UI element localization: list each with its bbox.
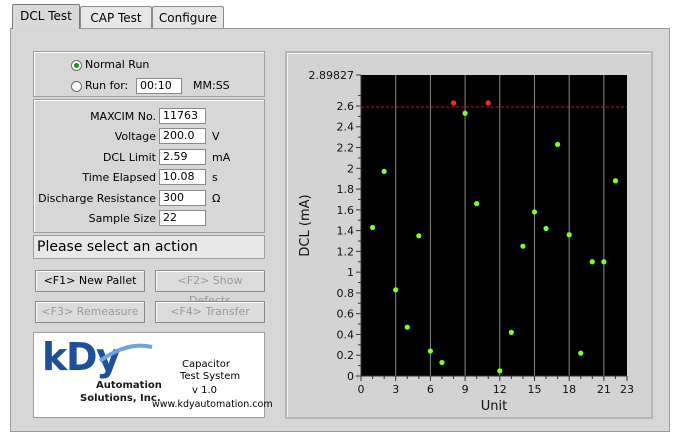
tab-label: DCL Test [20,9,72,23]
normal-run-radio[interactable] [71,60,82,71]
y-tick-label: 1.2 [337,245,355,258]
voltage-field[interactable]: 200.0 [159,128,206,144]
data-point [601,259,607,265]
version-text: v 1.0 [192,385,217,396]
y-tick-label: 2.6 [337,100,355,113]
time-elapsed-unit: s [212,171,218,184]
grid-lines [395,75,605,376]
y-tick-label: 1.8 [337,183,355,196]
logo-swoosh [98,343,153,363]
data-point [578,350,584,356]
discharge-resistance-label: Discharge Resistance [38,192,156,205]
run-for-unit: MM:SS [193,79,230,92]
tab-label: CAP Test [90,11,142,25]
data-point-fail [450,100,457,106]
maxcim-label: MAXCIM No. [90,110,156,123]
data-point [555,141,561,148]
logo-solutions-text: Solutions, Inc. [80,393,161,404]
y-tick-label: 0.2 [337,349,355,362]
data-point [462,110,468,116]
data-point [612,178,619,184]
data-point [543,225,549,232]
data-point [566,232,572,238]
x-tick-label: 23 [620,383,634,396]
y-max-label: 2.89827 [309,69,355,82]
run-for-label: Run for: [85,79,129,92]
data-point [520,243,526,249]
sample-size-field[interactable]: 22 [159,210,206,226]
data-point [381,168,387,175]
data-point [416,233,422,239]
transfer-button[interactable]: <F4> Transfer [155,301,265,323]
company-logo-panel: k D y Automation Solutions, Inc. Capacit… [33,332,273,418]
x-tick-label: 0 [358,383,365,396]
status-message: Please select an action [33,235,265,259]
y-tick-label: 2.2 [337,142,355,155]
logo-letter-k: k [42,335,67,379]
maxcim-field[interactable]: 11763 [159,108,206,124]
discharge-resistance-unit: Ω [212,192,221,205]
x-tick-label: 3 [392,383,399,396]
x-tick-label: 21 [597,383,611,396]
logo-letter-d: D [66,335,98,379]
voltage-unit: V [212,130,220,143]
data-point [589,259,595,265]
x-tick-label: 15 [527,383,541,396]
x-tick-label: 18 [562,383,576,396]
normal-run-label: Normal Run [85,58,150,71]
y-tick-label: 0.8 [337,287,355,300]
time-elapsed-label: Time Elapsed [82,171,156,184]
new-pallet-button[interactable]: <F1> New Pallet [35,270,145,292]
show-defects-button[interactable]: <F2> Show Defects [155,270,265,307]
data-point [439,359,445,366]
x-axis-label: Unit [481,399,507,414]
dcl-limit-field[interactable]: 2.59 [159,149,206,165]
parameters-group [33,99,265,233]
sample-size-label: Sample Size [88,212,156,225]
tab-label: Configure [158,11,218,25]
time-elapsed-field[interactable]: 10.08 [159,169,206,185]
discharge-resistance-field[interactable]: 300 [159,190,206,206]
data-point [474,201,480,207]
y-tick-label: 2.4 [337,121,355,134]
website-text: www.kdyautomation.com [152,399,273,410]
data-point-fail [485,100,491,106]
data-point [497,368,503,374]
run-for-duration-input[interactable]: 00:10 [136,78,182,94]
y-tick-label: 1 [347,266,354,279]
x-tick-label: 6 [427,383,434,396]
y-tick-label: 2 [347,162,354,175]
logo-automation-text: Automation [96,380,162,391]
y-tick-label: 0.6 [337,308,355,321]
data-point [531,209,538,215]
tab-cap-test[interactable]: CAP Test [80,6,152,28]
product-name-line2: Test System [180,371,241,382]
y-tick-label: 0.4 [337,328,355,341]
kdy-logo: k D y [40,335,156,383]
y-axis-label: DCL (mA) [298,194,313,256]
voltage-label: Voltage [114,130,156,143]
data-point [393,287,399,293]
x-tick-label: 12 [493,383,507,396]
axes: 0 0.2 0.4 0.6 0.8 1 1.2 1.4 1.6 1.8 2 2.2 2.4 2.6 2.89… [309,69,635,396]
x-tick-label: 9 [462,383,469,396]
data-point [508,329,514,335]
tab-dcl-test[interactable]: DCL Test [12,4,80,29]
dcl-limit-label: DCL Limit [102,151,156,164]
product-name-line1: Capacitor [182,359,231,370]
data-points [369,100,619,374]
data-point [404,324,410,330]
y-tick-label: 1.6 [337,204,355,217]
remeasure-button[interactable]: <F3> Remeasure [35,301,145,323]
tab-configure[interactable]: Configure [152,6,224,28]
dcl-scatter-chart: 0 0.2 0.4 0.6 0.8 1 1.2 1.4 1.6 1.8 2 2.2 2.4 2.6 2.89… [298,69,635,414]
y-tick-label: 1.4 [337,225,355,238]
plot-area [361,75,627,376]
data-point [369,224,376,231]
run-for-radio[interactable] [71,81,82,92]
y-tick-label: 0 [347,370,354,383]
data-point [427,348,433,354]
dcl-limit-unit: mA [212,151,231,164]
